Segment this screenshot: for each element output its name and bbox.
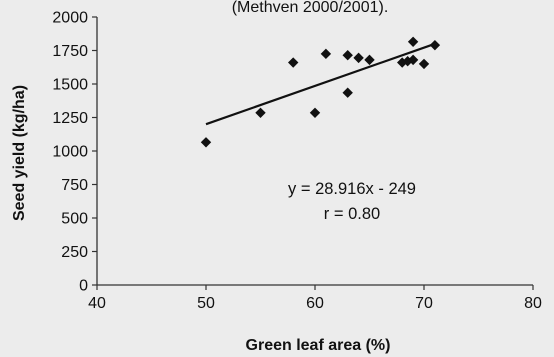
data-point: [288, 57, 299, 68]
data-point: [342, 87, 353, 98]
data-point: [320, 48, 332, 60]
data-points: [200, 36, 441, 148]
data-point: [429, 39, 441, 51]
data-point: [407, 54, 419, 66]
x-tick-label: 80: [524, 295, 542, 312]
x-tick-label: 40: [88, 295, 106, 312]
data-point: [200, 137, 212, 148]
y-ticks: 0 250 500 750 1000 1250 1500 1750 2000: [52, 10, 97, 295]
chart-caption: (Methven 2000/2001).: [232, 0, 389, 16]
x-ticks: 40 50 60 70 80: [88, 285, 542, 312]
x-tick-label: 60: [306, 295, 324, 312]
y-tick-label: 500: [61, 211, 88, 228]
data-point: [255, 107, 266, 119]
data-point: [402, 56, 413, 67]
equation-annotation: y = 28.916x - 249: [288, 180, 416, 198]
x-tick-label: 70: [415, 295, 433, 312]
data-point: [364, 54, 375, 66]
plot-area: 0 250 500 750 1000 1250 1500 1750 2000 40 50 60 70 8…: [52, 10, 542, 313]
trendline: [205, 42, 436, 126]
data-point: [309, 107, 321, 119]
x-axis-title: Green leaf area (%): [246, 337, 391, 354]
data-point: [353, 52, 364, 64]
y-tick-label: 750: [61, 177, 88, 194]
r-annotation: r = 0.80: [324, 205, 380, 223]
y-tick-label: 0: [79, 278, 88, 295]
y-axis-title: Seed yield (kg/ha): [11, 85, 28, 221]
y-tick-label: 1500: [52, 77, 88, 94]
y-tick-label: 1000: [52, 144, 88, 161]
data-point: [342, 49, 353, 61]
data-point: [407, 36, 419, 47]
y-tick-label: 2000: [52, 10, 88, 27]
data-point: [418, 58, 430, 70]
x-tick-label: 50: [197, 295, 215, 312]
y-tick-label: 1250: [52, 110, 88, 127]
y-tick-label: 1750: [52, 43, 88, 60]
y-tick-label: 250: [61, 244, 88, 261]
